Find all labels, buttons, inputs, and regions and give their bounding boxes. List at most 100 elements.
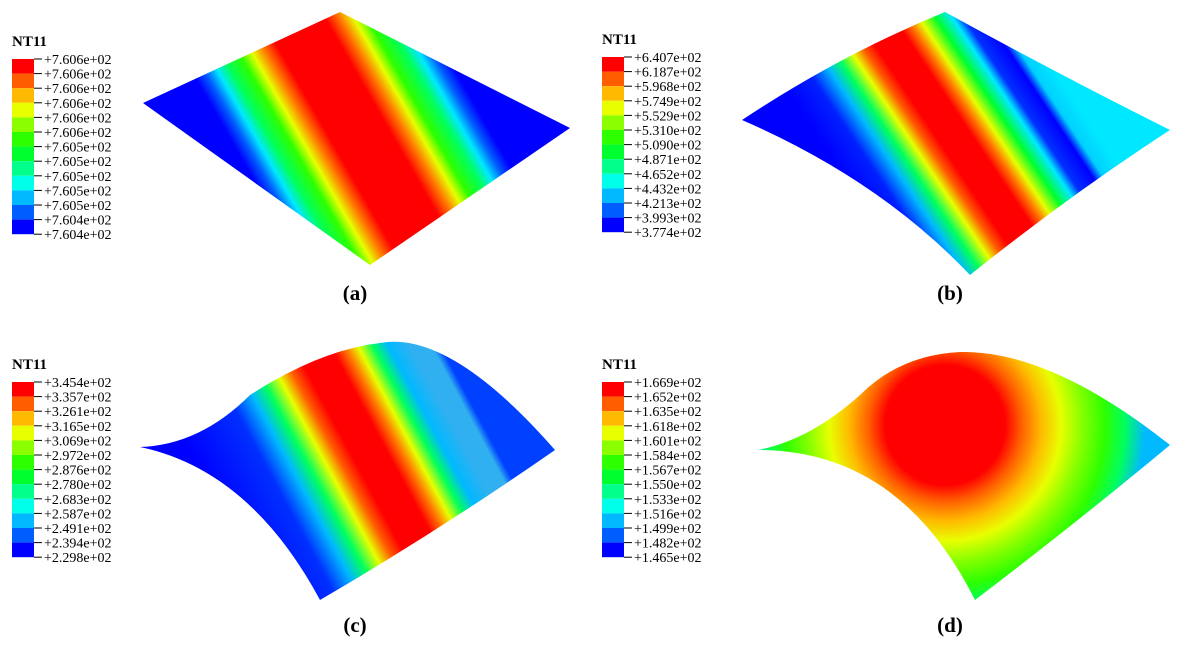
legend-swatch bbox=[12, 411, 34, 426]
legend-label: +3.454e+02 bbox=[44, 376, 112, 391]
legend-swatch bbox=[602, 440, 624, 455]
legend-label: +3.774e+02 bbox=[634, 226, 702, 241]
legend-swatch bbox=[12, 117, 34, 132]
contour-plate bbox=[758, 351, 1170, 600]
legend-label: +1.550e+02 bbox=[634, 478, 702, 493]
legend-swatch bbox=[602, 130, 624, 145]
legend-label: +1.516e+02 bbox=[634, 507, 702, 522]
legend-swatch bbox=[12, 513, 34, 528]
legend-swatch bbox=[602, 382, 624, 397]
legend-swatch bbox=[12, 425, 34, 441]
panel-caption: (d) bbox=[937, 613, 963, 637]
legend-label: +7.604e+02 bbox=[44, 214, 112, 229]
legend-label: +1.499e+02 bbox=[634, 522, 702, 537]
legend-label: +7.606e+02 bbox=[44, 82, 112, 97]
legend-label: +1.465e+02 bbox=[634, 551, 702, 566]
legend-label: +1.584e+02 bbox=[634, 449, 702, 464]
legend-swatch bbox=[602, 203, 624, 218]
legend-swatch bbox=[602, 86, 624, 101]
contour-plate bbox=[143, 12, 570, 265]
legend-swatch bbox=[602, 159, 624, 174]
legend-label: +1.482e+02 bbox=[634, 537, 702, 552]
legend-label: +5.529e+02 bbox=[634, 109, 702, 124]
legend-label: +1.533e+02 bbox=[634, 493, 702, 508]
legend-swatch bbox=[12, 146, 34, 162]
legend-title: NT11 bbox=[602, 32, 637, 48]
legend-label: +2.972e+02 bbox=[44, 449, 112, 464]
legend-title: NT11 bbox=[602, 357, 637, 373]
legend-label: +3.165e+02 bbox=[44, 420, 112, 435]
legend-label: +5.968e+02 bbox=[634, 80, 702, 95]
legend-label: +5.090e+02 bbox=[634, 139, 702, 154]
legend-swatch bbox=[12, 219, 34, 235]
legend-label: +4.652e+02 bbox=[634, 168, 702, 183]
legend-swatch bbox=[602, 396, 624, 412]
legend-label: +1.567e+02 bbox=[634, 464, 702, 479]
legend-label: +2.587e+02 bbox=[44, 507, 112, 522]
legend-swatch bbox=[12, 102, 34, 118]
legend-swatch bbox=[12, 190, 34, 205]
legend-label: +2.298e+02 bbox=[44, 551, 112, 566]
legend-swatch bbox=[602, 71, 624, 87]
legend-label: +4.213e+02 bbox=[634, 197, 702, 212]
legend-swatch bbox=[12, 396, 34, 412]
panel-caption: (c) bbox=[343, 613, 366, 637]
legend-swatch bbox=[12, 175, 34, 191]
legend-swatch bbox=[12, 88, 34, 103]
legend-label: +3.357e+02 bbox=[44, 391, 112, 406]
legend-label: +7.605e+02 bbox=[44, 199, 112, 214]
legend-label: +2.683e+02 bbox=[44, 493, 112, 508]
legend-swatch bbox=[602, 100, 624, 116]
legend-label: +7.606e+02 bbox=[44, 97, 112, 112]
legend-label: +2.876e+02 bbox=[44, 464, 112, 479]
legend-label: +6.187e+02 bbox=[634, 66, 702, 81]
legend-label: +7.605e+02 bbox=[44, 170, 112, 185]
contour-plate bbox=[140, 341, 555, 600]
legend-swatch bbox=[12, 469, 34, 485]
legend-swatch bbox=[12, 382, 34, 397]
legend-swatch bbox=[602, 469, 624, 485]
legend-swatch bbox=[602, 144, 624, 160]
legend-label: +7.605e+02 bbox=[44, 141, 112, 156]
legend-label: +7.605e+02 bbox=[44, 155, 112, 170]
legend-label: +7.605e+02 bbox=[44, 184, 112, 199]
legend-swatch bbox=[12, 59, 34, 74]
legend-label: +7.604e+02 bbox=[44, 228, 112, 243]
legend-swatch bbox=[602, 425, 624, 441]
legend-label: +5.310e+02 bbox=[634, 124, 702, 139]
legend-label: +2.394e+02 bbox=[44, 537, 112, 552]
legend-swatch bbox=[12, 455, 34, 470]
legend-label: +2.491e+02 bbox=[44, 522, 112, 537]
legend-label: +4.432e+02 bbox=[634, 182, 702, 197]
legend-title: NT11 bbox=[12, 34, 47, 50]
legend-label: +3.993e+02 bbox=[634, 212, 702, 227]
panel-caption: (b) bbox=[937, 281, 963, 305]
legend-swatch bbox=[602, 542, 624, 558]
legend-swatch bbox=[12, 542, 34, 558]
legend-label: +2.780e+02 bbox=[44, 478, 112, 493]
legend-swatch bbox=[12, 484, 34, 499]
legend-label: +7.606e+02 bbox=[44, 68, 112, 83]
legend-label: +3.261e+02 bbox=[44, 405, 112, 420]
legend-swatch bbox=[12, 440, 34, 455]
legend-swatch bbox=[12, 73, 34, 89]
legend-label: +7.606e+02 bbox=[44, 53, 112, 68]
legend-swatch bbox=[602, 513, 624, 528]
legend-swatch bbox=[12, 528, 34, 543]
legend-swatch bbox=[602, 115, 624, 130]
legend-swatch bbox=[602, 217, 624, 233]
legend-swatch bbox=[12, 132, 34, 147]
panel-caption: (a) bbox=[343, 281, 368, 305]
legend-label: +1.635e+02 bbox=[634, 405, 702, 420]
legend-label: +4.871e+02 bbox=[634, 153, 702, 168]
legend-label: +7.606e+02 bbox=[44, 111, 112, 126]
legend-swatch bbox=[602, 57, 624, 72]
legend-swatch bbox=[12, 205, 34, 220]
legend-swatch bbox=[602, 411, 624, 426]
legend-swatch bbox=[602, 173, 624, 189]
legend-swatch bbox=[12, 498, 34, 514]
legend-label: +5.749e+02 bbox=[634, 95, 702, 110]
legend-swatch bbox=[12, 161, 34, 176]
